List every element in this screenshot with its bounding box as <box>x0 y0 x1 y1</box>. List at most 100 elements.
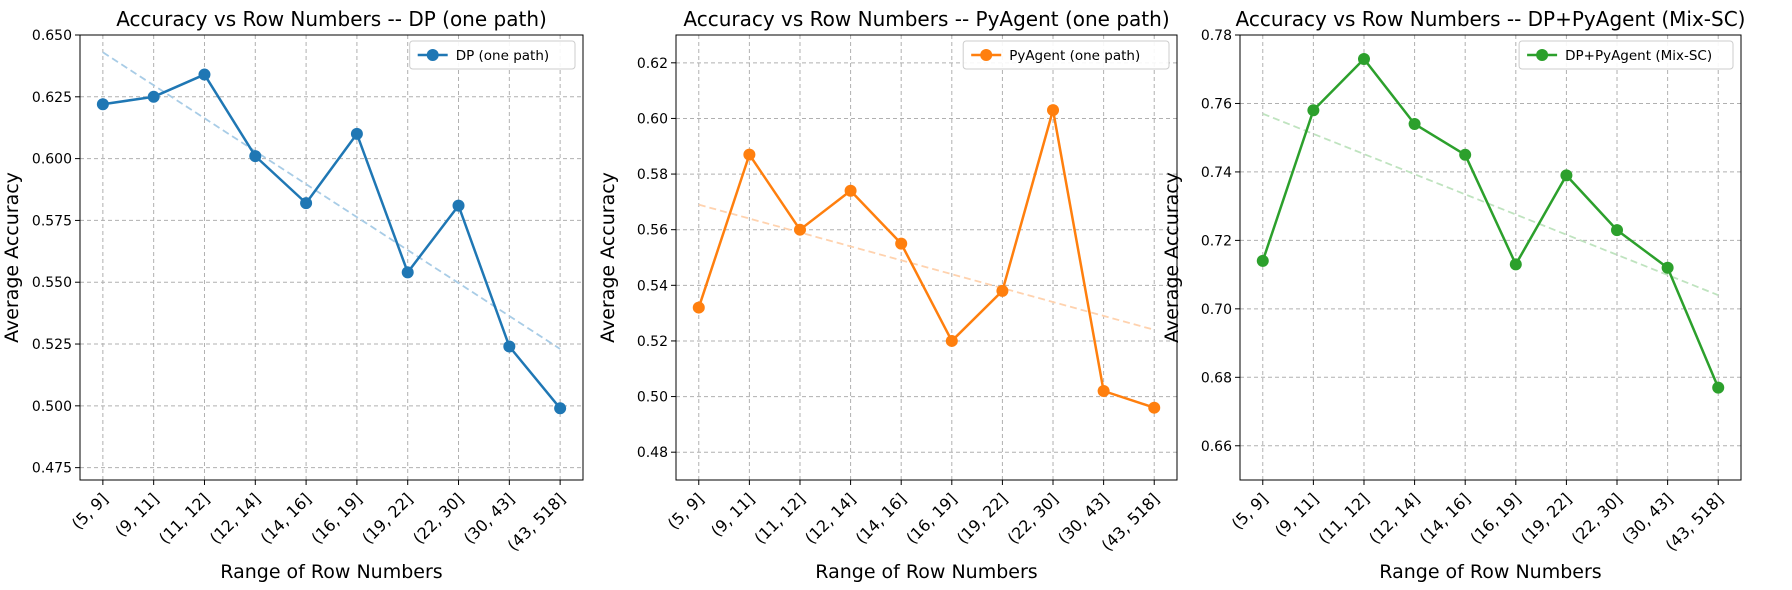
data-point <box>401 266 414 279</box>
y-tick-label: 0.48 <box>637 445 668 461</box>
x-tick-label: (16, 19] <box>307 489 365 547</box>
legend-marker <box>980 49 993 61</box>
trend-line <box>698 203 1155 331</box>
series-line <box>697 108 1155 409</box>
data-point <box>996 284 1009 297</box>
x-tick-label: (14, 16] <box>257 489 315 547</box>
x-tick-label: (19, 22] <box>953 489 1011 547</box>
x-tick-label: (19, 22] <box>358 489 416 547</box>
data-point <box>692 301 705 314</box>
x-tick-label: (22, 30] <box>1004 489 1062 547</box>
data-point <box>1611 224 1624 237</box>
legend-marker <box>1536 49 1549 61</box>
y-tick-label: 0.650 <box>32 28 72 44</box>
y-tick-label: 0.50 <box>637 390 668 406</box>
y-tick-label: 0.550 <box>32 275 72 291</box>
chart-panel-2: Accuracy vs Row Numbers -- PyAgent (one … <box>597 7 1178 583</box>
data-point <box>1661 261 1674 274</box>
data-point <box>249 150 262 163</box>
chart-panel-1: Accuracy vs Row Numbers -- DP (one path)… <box>1 7 584 583</box>
chart-title: Accuracy vs Row Numbers -- PyAgent (one … <box>683 7 1169 31</box>
trend-line <box>1262 112 1719 296</box>
x-tick-label: (5, 9] <box>664 489 708 533</box>
data-point <box>793 223 806 236</box>
x-tick-label: (16, 19] <box>1466 489 1524 547</box>
data-point <box>895 237 908 250</box>
x-tick-label: (22, 30] <box>409 489 467 547</box>
legend: DP+PyAgent (Mix-SC) <box>1518 40 1734 70</box>
chart-panel-3: Accuracy vs Row Numbers -- DP+PyAgent (M… <box>1161 7 1745 583</box>
x-tick-label: (11, 12] <box>155 489 213 547</box>
data-point <box>1097 385 1110 397</box>
x-tick-label: (5, 9] <box>1228 489 1272 533</box>
x-tick-label: (12, 14] <box>206 489 264 547</box>
y-tick-label: 0.54 <box>637 278 668 294</box>
y-tick-label: 0.76 <box>1201 96 1232 112</box>
x-axis-label: Range of Row Numbers <box>815 561 1037 583</box>
y-tick-label: 0.74 <box>1201 165 1232 181</box>
plot-frame <box>675 34 1178 481</box>
data-point <box>147 90 160 103</box>
plot-frame <box>1239 34 1742 481</box>
y-tick-label: 0.56 <box>637 223 668 239</box>
data-point <box>1307 104 1320 117</box>
x-tick-label: (9, 11] <box>111 489 162 540</box>
data-point <box>198 68 211 81</box>
data-point <box>1712 381 1725 394</box>
chart-title: Accuracy vs Row Numbers -- DP (one path) <box>116 7 547 31</box>
y-tick-label: 0.52 <box>637 334 668 350</box>
data-point <box>554 402 567 415</box>
legend-box <box>962 40 1170 70</box>
y-tick-label: 0.475 <box>32 461 72 477</box>
data-point <box>945 334 958 347</box>
x-tick-label: (19, 22] <box>1517 489 1575 547</box>
x-tick-label: (12, 14] <box>1365 489 1423 547</box>
x-tick-label: (11, 12] <box>1315 489 1373 547</box>
x-tick-label: (16, 19] <box>902 489 960 547</box>
x-tick-label: (11, 12] <box>751 489 809 547</box>
series-line <box>1261 57 1720 389</box>
x-tick-label: (22, 30] <box>1568 489 1626 547</box>
x-tick-label: (14, 16] <box>852 489 910 547</box>
data-point <box>844 184 857 197</box>
x-tick-label: (9, 11] <box>707 489 758 540</box>
y-tick-label: 0.600 <box>32 152 72 168</box>
data-point <box>1408 118 1421 130</box>
y-tick-label: 0.62 <box>637 56 668 72</box>
y-axis-label: Average Accuracy <box>597 172 619 343</box>
x-tick-label: (14, 16] <box>1416 489 1474 547</box>
legend: DP (one path) <box>409 40 576 70</box>
legend-label: PyAgent (one path) <box>1009 48 1140 64</box>
trend-line <box>102 51 561 350</box>
legend-label: DP (one path) <box>456 48 549 64</box>
plot-frame <box>79 34 584 481</box>
x-tick-label: (12, 14] <box>801 489 859 547</box>
y-tick-label: 0.72 <box>1201 233 1232 249</box>
data-point <box>1047 104 1060 117</box>
y-tick-label: 0.68 <box>1201 370 1232 386</box>
data-point <box>300 197 313 210</box>
data-point <box>1509 258 1522 271</box>
data-point <box>452 199 465 212</box>
series-line <box>102 73 562 410</box>
y-axis-label: Average Accuracy <box>1 172 23 343</box>
x-tick-label: (9, 11] <box>1271 489 1322 540</box>
data-point <box>1148 401 1161 414</box>
legend-box <box>409 40 576 70</box>
data-point <box>1357 52 1370 65</box>
x-tick-label: (5, 9] <box>68 489 112 533</box>
y-tick-label: 0.525 <box>32 337 72 353</box>
chart-title: Accuracy vs Row Numbers -- DP+PyAgent (M… <box>1236 7 1746 31</box>
y-tick-label: 0.70 <box>1201 302 1232 318</box>
data-point <box>350 127 363 140</box>
legend-box <box>1518 40 1734 70</box>
legend: PyAgent (one path) <box>962 40 1170 70</box>
y-tick-label: 0.500 <box>32 399 72 415</box>
data-point <box>1459 148 1472 161</box>
legend-label: DP+PyAgent (Mix-SC) <box>1565 48 1712 64</box>
legend-marker <box>426 49 439 61</box>
y-tick-label: 0.58 <box>637 167 668 183</box>
y-tick-label: 0.66 <box>1201 439 1232 455</box>
y-tick-label: 0.78 <box>1201 28 1232 44</box>
